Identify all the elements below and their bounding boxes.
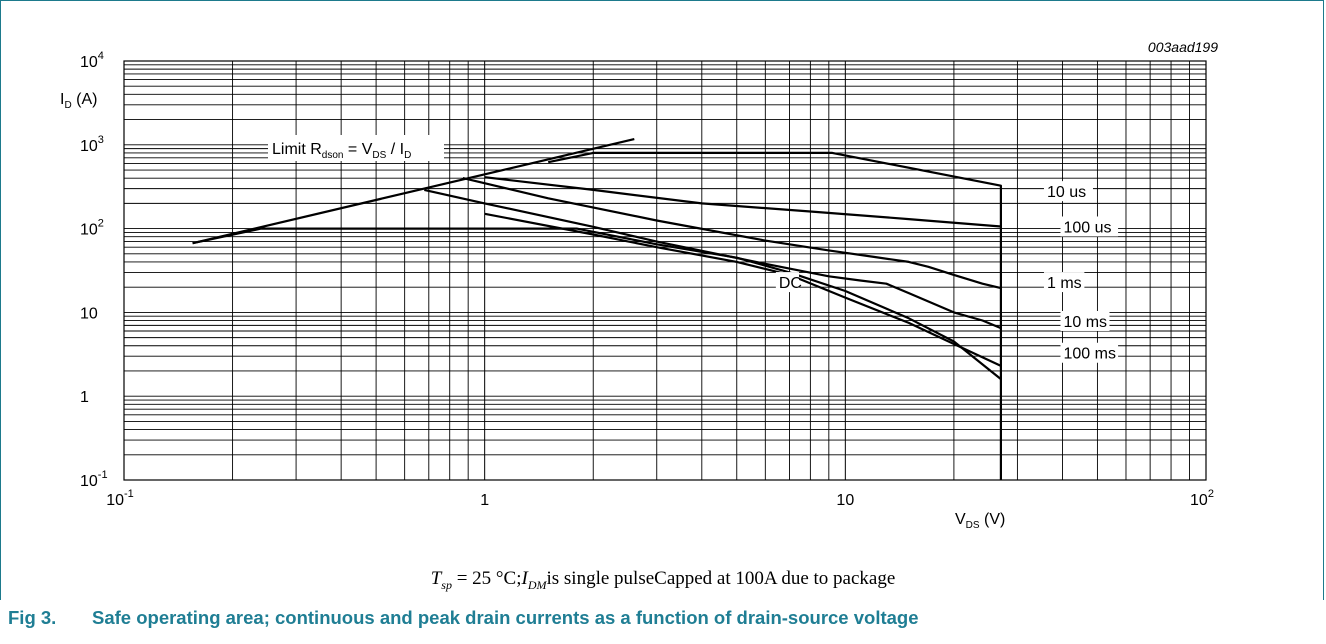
y-tick-label: 104 <box>80 50 104 71</box>
y-tick-label: 1 <box>80 389 89 406</box>
plot-frame <box>123 60 1207 481</box>
x-tick-label: 102 <box>1190 488 1214 509</box>
y-tick-label: 10-1 <box>80 469 108 490</box>
label-1-ms: 1 ms <box>1047 275 1082 292</box>
tick-labels: 10-1 1 10 102 103 104 10-1 1 10 102 <box>80 50 1214 509</box>
grid <box>123 61 1206 481</box>
figure-title-text: Safe operating area; continuous and peak… <box>92 607 919 628</box>
label-10-us: 10 us <box>1047 184 1086 201</box>
curve-10-ms <box>424 188 1002 330</box>
figure-frame <box>0 0 1324 600</box>
x-tick-label: 10-1 <box>106 488 134 509</box>
label-100-ms-bg <box>1060 342 1119 363</box>
label-100-us-bg <box>1060 216 1119 237</box>
x-tick-label: 1 <box>480 492 489 509</box>
y-tick-label: 102 <box>80 218 104 239</box>
label-10-ms: 10 ms <box>1063 314 1107 331</box>
label-100-us: 100 us <box>1063 219 1111 236</box>
curve-labels: 10 us 100 us 1 ms 10 ms 100 ms DC <box>775 181 1119 363</box>
figure-number: Fig 3. <box>8 607 57 628</box>
label-1-ms-bg <box>1043 272 1085 293</box>
curve-package-limit <box>192 227 262 245</box>
label-100-ms: 100 ms <box>1063 346 1115 363</box>
label-10-ms-bg <box>1060 310 1110 331</box>
x-axis-label: VDS (V) <box>955 511 1005 531</box>
y-tick-label: 103 <box>80 134 104 155</box>
x-tick-label: 10 <box>836 492 854 509</box>
label-10-us-bg <box>1043 181 1093 202</box>
label-dc: DC <box>779 275 802 292</box>
y-axis-label: ID (A) <box>60 91 97 111</box>
curves <box>192 138 1003 480</box>
y-tick-label: 10 <box>80 305 98 322</box>
figure-title: Fig 3. Safe operating area; continuous an… <box>8 607 919 629</box>
caption: Tsp = 25 °C;IDMis single pulseCapped at … <box>430 568 896 592</box>
figure-code: 003aad199 <box>1148 39 1218 55</box>
curve-100-us <box>484 176 1001 228</box>
plot-border <box>123 60 1207 481</box>
curve-1-ms <box>462 177 1002 290</box>
label-dc-bg <box>775 272 800 293</box>
limit-annotation: Limit Rdson = VDS / ID <box>268 135 444 161</box>
curve-10-us <box>547 151 1003 480</box>
limit-rdson-line <box>192 138 635 245</box>
